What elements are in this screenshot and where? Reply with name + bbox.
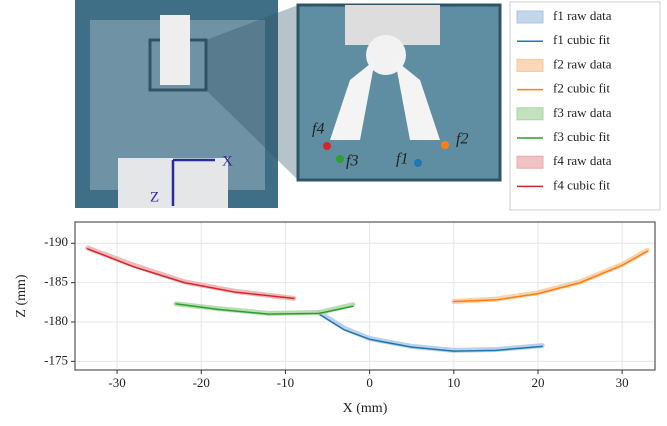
legend-swatch [517, 11, 543, 23]
y-tick-label: -190 [44, 234, 68, 249]
legend-swatch [517, 108, 543, 120]
figure: f4 f3 f1 f2 X Z f1 raw data f1 cubic fit f… [0, 0, 667, 426]
photo-label: f4 [312, 121, 324, 138]
x-tick-label: 30 [616, 375, 629, 390]
legend-label: f3 cubic fit [553, 129, 610, 144]
x-tick-label: -20 [193, 375, 210, 390]
fit-line [454, 251, 648, 301]
x-tick-label: 0 [366, 375, 373, 390]
x-tick-label: -30 [108, 375, 125, 390]
raw-data-band [454, 250, 648, 301]
legend-label: f2 raw data [553, 56, 612, 71]
x-tick-label: -10 [277, 375, 294, 390]
y-tick-label: -185 [44, 274, 68, 289]
legend-label: f4 cubic fit [553, 177, 610, 192]
legend-label: f1 cubic fit [553, 32, 610, 47]
legend-label: f2 cubic fit [553, 81, 610, 96]
plot-frame [75, 222, 655, 370]
legend-swatch [517, 59, 543, 71]
legend-label: f3 raw data [553, 105, 612, 120]
legend-label: f4 raw data [553, 153, 612, 168]
raw-data-band [319, 313, 542, 351]
raw-data-band [88, 248, 294, 298]
photo-label: f1 [396, 151, 408, 168]
fit-line [319, 314, 542, 351]
photo: f4 f3 f1 f2 X Z [75, 0, 500, 208]
photo-label: f2 [456, 131, 468, 148]
axis-label: Z [150, 189, 159, 205]
y-axis-label: Z (mm) [14, 274, 29, 317]
legend-swatch [517, 156, 543, 168]
x-tick-label: 20 [531, 375, 544, 390]
x-axis-label: X (mm) [343, 401, 388, 416]
fit-line [88, 249, 294, 299]
photo-label: f3 [346, 153, 358, 170]
legend-label: f1 raw data [553, 8, 612, 23]
x-tick-label: 10 [447, 375, 460, 390]
axis-label: X [222, 153, 233, 169]
y-tick-label: -180 [44, 313, 68, 328]
y-tick-label: -175 [44, 352, 68, 367]
